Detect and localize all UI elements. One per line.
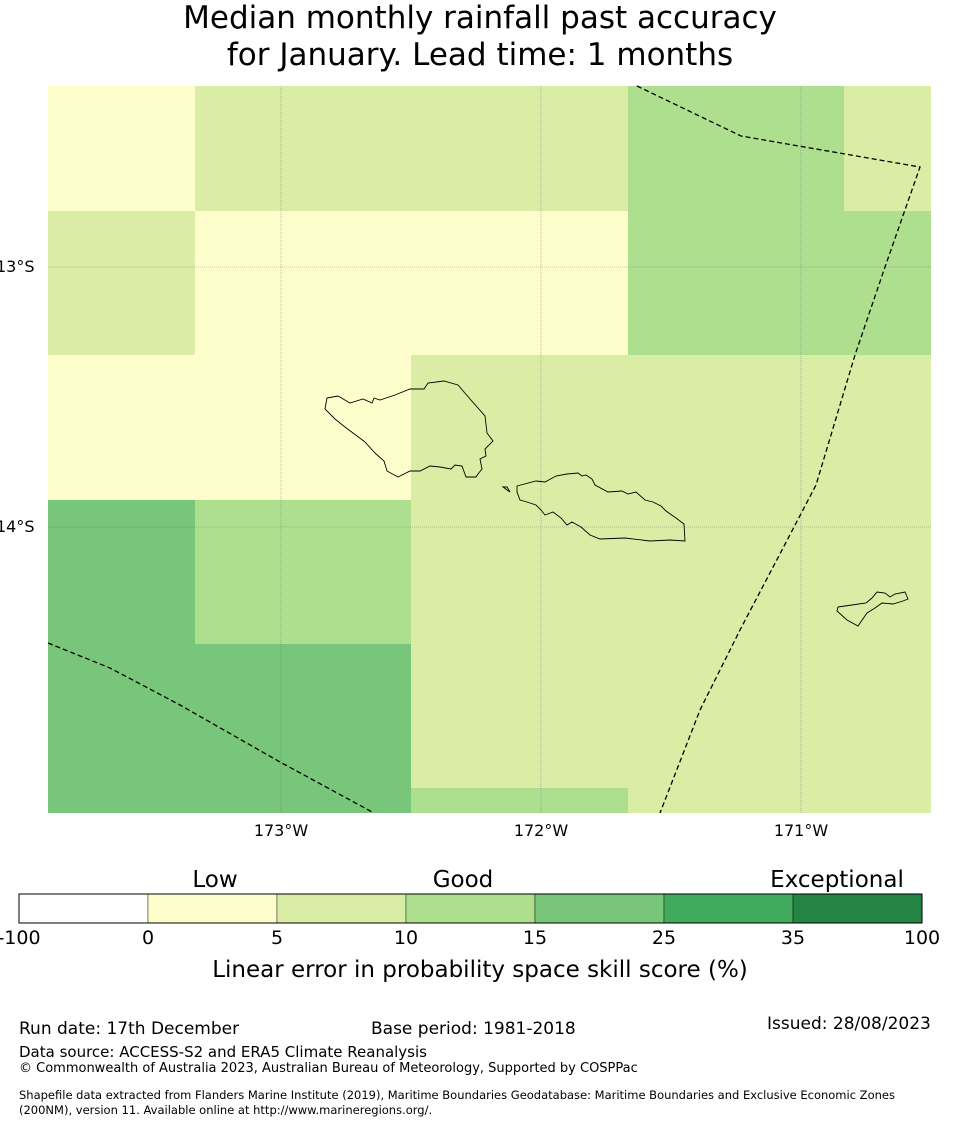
- skill-cell: [411, 355, 628, 500]
- colorbar-segment: [405, 893, 536, 924]
- skill-cell: [195, 788, 411, 813]
- copyright: © Commonwealth of Australia 2023, Austra…: [19, 1061, 638, 1076]
- colorbar-segment: [534, 893, 665, 924]
- skill-cell: [411, 644, 628, 788]
- skill-cell: [844, 788, 931, 813]
- skill-cell: [628, 86, 844, 211]
- skill-cell: [411, 86, 628, 211]
- skill-cell: [844, 211, 931, 355]
- base-period: Base period: 1981-2018: [371, 1019, 576, 1039]
- colorbar-tick-minus100: -100: [0, 927, 41, 949]
- skill-cell: [48, 211, 195, 355]
- title-line-1: Median monthly rainfall past accuracy: [183, 0, 777, 36]
- skill-cell: [195, 86, 411, 211]
- skill-cell: [628, 355, 844, 500]
- skill-grid: [48, 86, 931, 813]
- skill-cell: [844, 355, 931, 500]
- shapefile-credit-line-2: (200NM), version 11. Available online at…: [19, 1103, 433, 1117]
- islands: [324, 380, 909, 627]
- shapefile-credit-line-1: Shapefile data extracted from Flanders M…: [19, 1088, 895, 1102]
- colorbar-segment: [663, 893, 794, 924]
- colorbar-segment: [276, 893, 407, 924]
- colorbar-tick-5: 5: [270, 927, 284, 949]
- skill-cell: [628, 500, 844, 644]
- lat-label-14s: 14°S: [0, 517, 35, 536]
- skill-cell: [844, 644, 931, 788]
- island-savaii: [324, 380, 494, 478]
- island-tutuila: [836, 591, 909, 627]
- colorbar-axis-label: Linear error in probability space skill …: [212, 957, 748, 983]
- skill-cell: [195, 500, 411, 644]
- eez-boundaries: [47, 85, 921, 814]
- skill-cell: [48, 355, 195, 500]
- colorbar-tick-35: 35: [780, 927, 806, 949]
- island-upolu: [516, 472, 686, 542]
- issued-date: Issued: 28/08/2023: [767, 1014, 931, 1034]
- category-label-exceptional: Exceptional: [770, 867, 904, 893]
- run-date: Run date: 17th December: [19, 1019, 240, 1039]
- skill-cell: [844, 500, 931, 644]
- colorbar-tick-15: 15: [522, 927, 548, 949]
- colorbar-outline: [18, 893, 923, 924]
- colorbar-segment: [792, 893, 923, 924]
- skill-cell: [628, 788, 844, 813]
- colorbar-tick-100: 100: [903, 927, 941, 949]
- category-label-good: Good: [432, 867, 494, 893]
- colorbar-tick-0: 0: [141, 927, 155, 949]
- colorbar-tick-10: 10: [393, 927, 419, 949]
- skill-cell: [195, 644, 411, 788]
- colorbar-tick-25: 25: [651, 927, 677, 949]
- skill-cell: [48, 86, 195, 211]
- title-line-2: for January. Lead time: 1 months: [226, 37, 734, 73]
- lon-label-171w: 171°W: [773, 821, 829, 840]
- skill-cell: [48, 644, 195, 788]
- category-label-low: Low: [192, 867, 238, 893]
- lon-label-172w: 172°W: [513, 821, 569, 840]
- skill-cell: [411, 788, 628, 813]
- skill-cell: [628, 211, 844, 355]
- skill-cell: [844, 86, 931, 211]
- skill-cell: [411, 500, 628, 644]
- skill-cell: [628, 644, 844, 788]
- lat-label-13s: 13°S: [0, 257, 35, 276]
- colorbar-segment: [147, 893, 278, 924]
- lon-label-173w: 173°W: [253, 821, 309, 840]
- skill-cell: [195, 355, 411, 500]
- skill-cell: [48, 788, 195, 813]
- colorbar-segment: [18, 893, 149, 924]
- skill-cell: [48, 500, 195, 644]
- skill-cell: [411, 211, 628, 355]
- eez-boundary-northeast: [636, 85, 921, 814]
- colorbar-segments: [18, 893, 923, 924]
- data-source: Data source: ACCESS-S2 and ERA5 Climate …: [19, 1043, 427, 1061]
- island-manono: [501, 486, 511, 493]
- skill-cell: [195, 211, 411, 355]
- eez-boundary-southwest: [47, 642, 375, 814]
